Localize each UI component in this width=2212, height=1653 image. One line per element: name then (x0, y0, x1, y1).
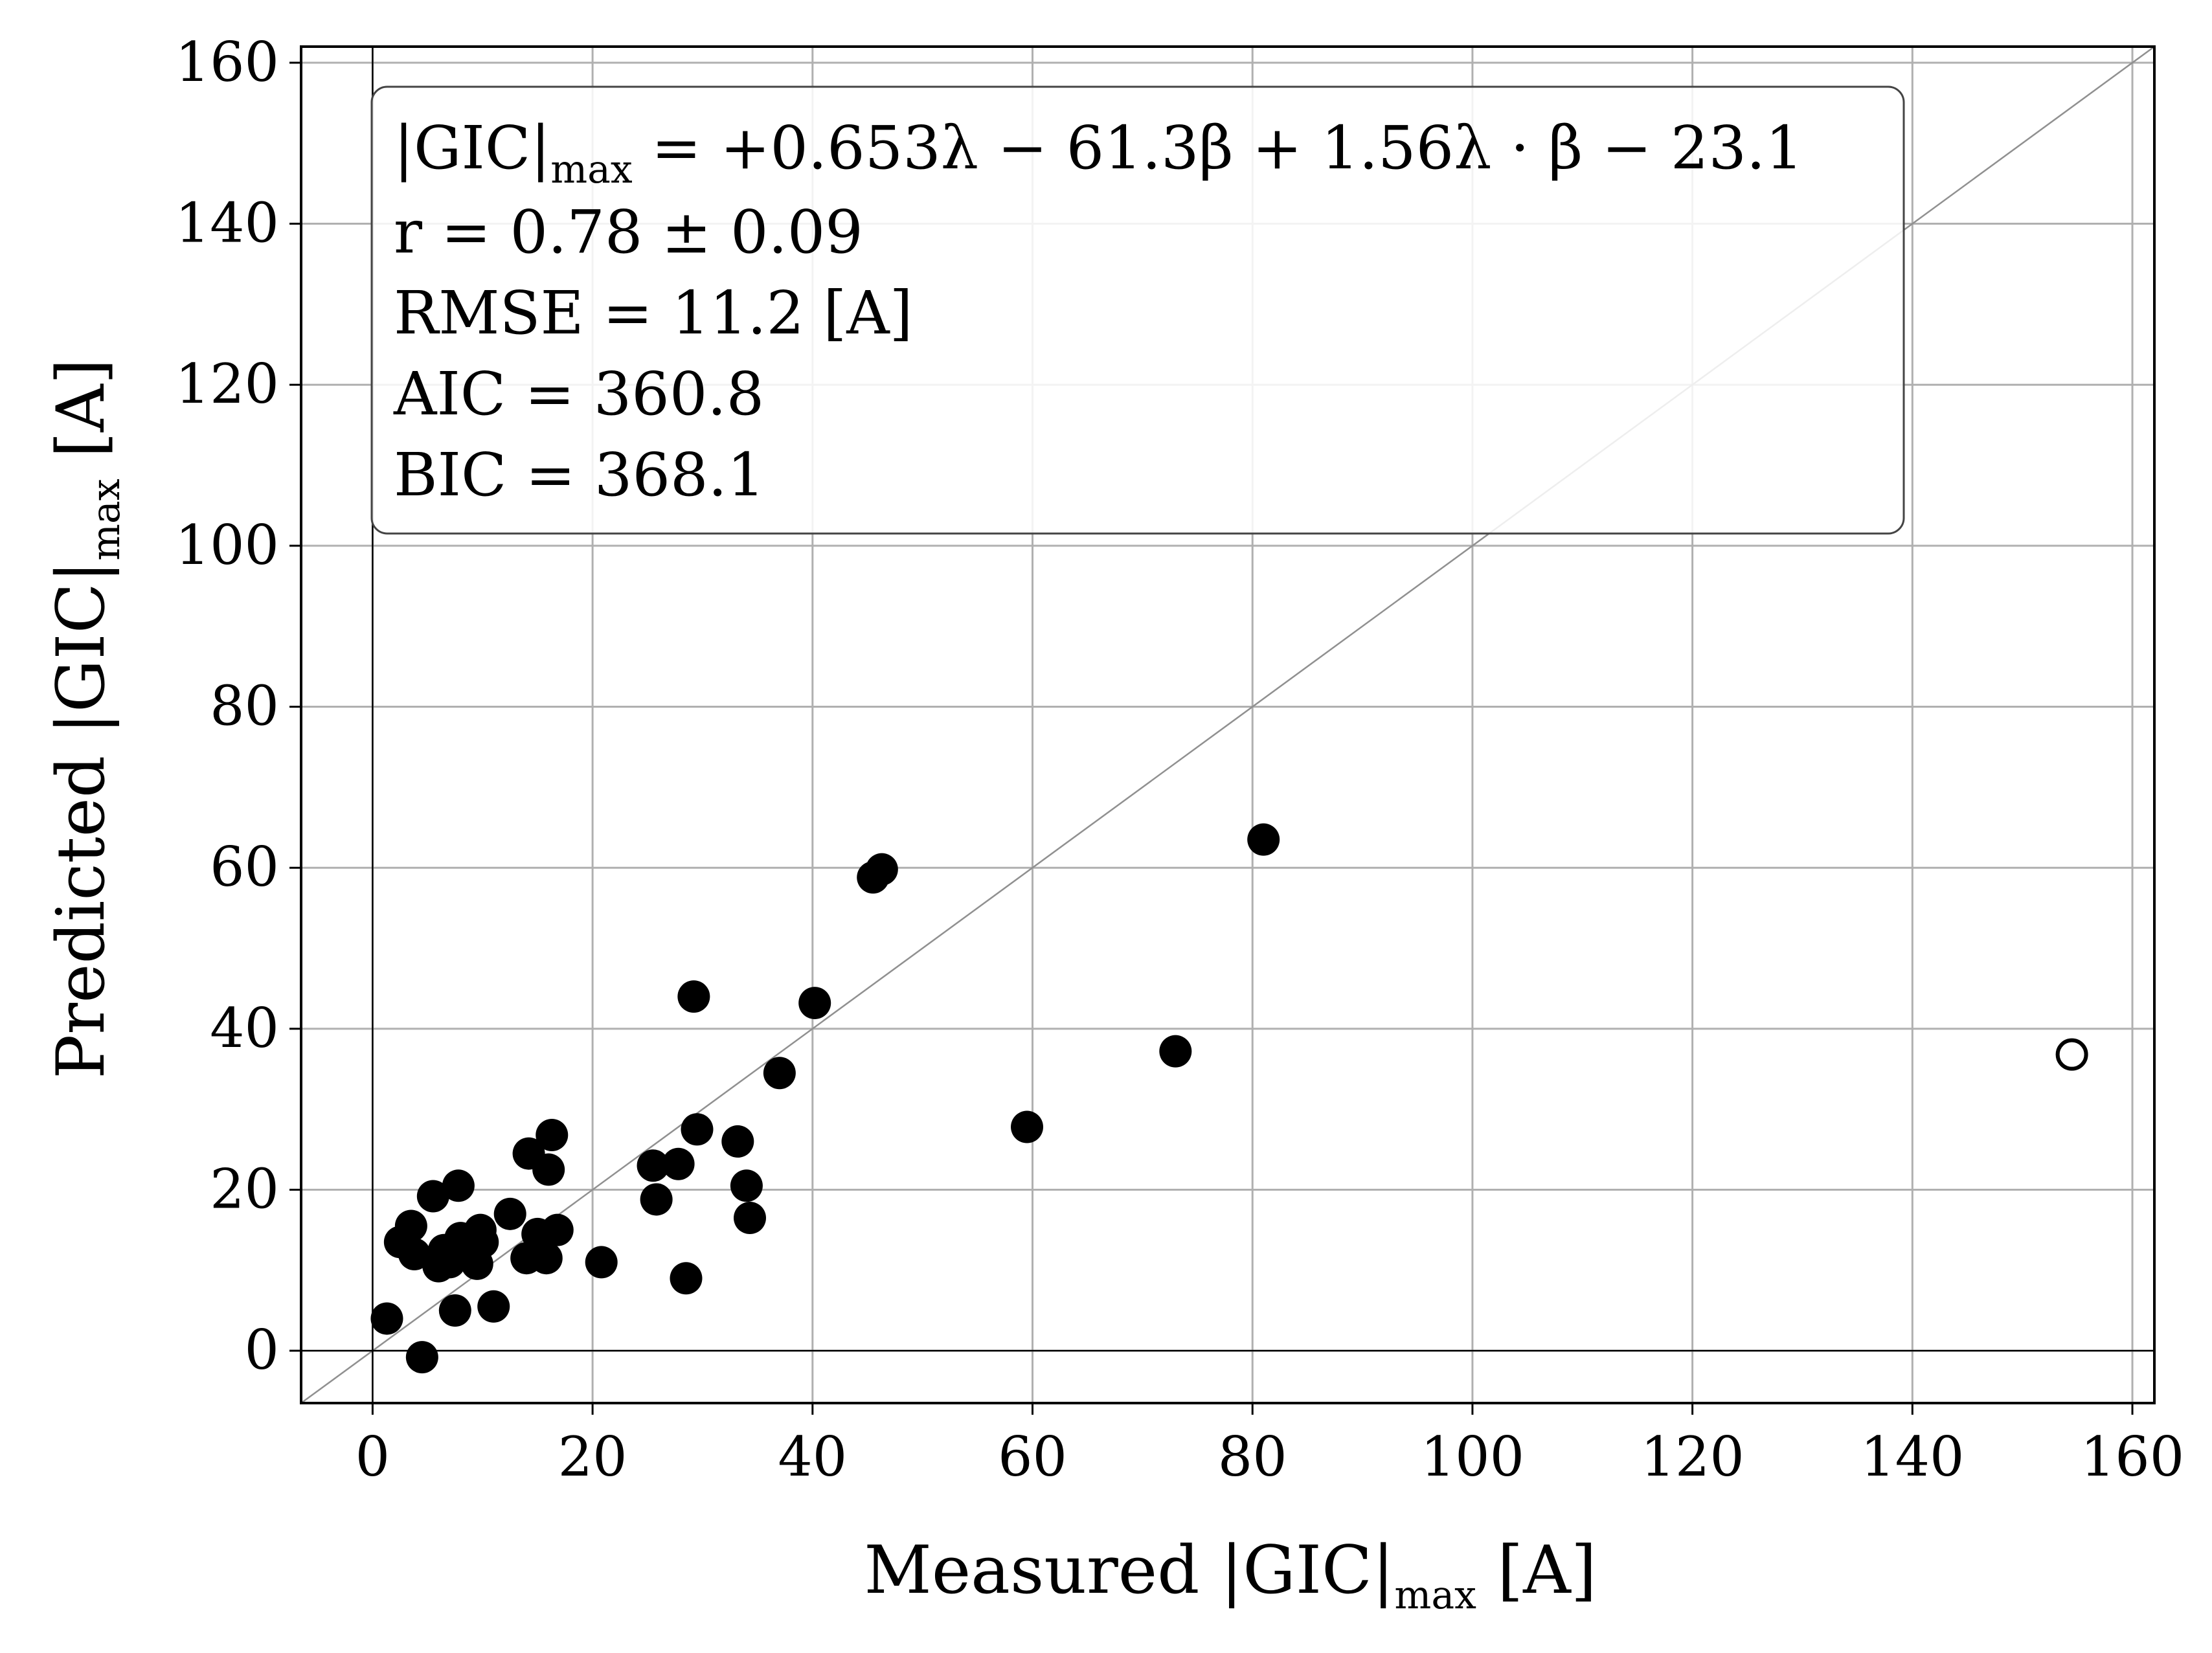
data-point (585, 1246, 618, 1279)
plot-frame (300, 45, 2156, 1404)
formula-rhs: = +0.653λ − 61.3β + 1.56λ · β − 23.1 (633, 113, 1803, 183)
y-tick-label: 100 (175, 513, 279, 577)
x-axis-label-main: Measured |GIC| (864, 1532, 1394, 1609)
data-point (466, 1226, 499, 1259)
annotation-frame (370, 85, 1905, 535)
data-point (721, 1125, 754, 1158)
data-point (493, 1197, 526, 1230)
data-point (670, 1262, 703, 1295)
y-axis-label-unit: [A] (43, 359, 120, 479)
data-point (1011, 1110, 1044, 1143)
data-point (405, 1341, 438, 1374)
x-tick-label: 160 (2081, 1425, 2184, 1489)
y-tick-label: 160 (175, 30, 279, 94)
data-point (681, 1113, 714, 1146)
data-point (398, 1237, 431, 1270)
y-tick-label: 140 (175, 192, 279, 255)
x-tick-label: 100 (1421, 1425, 1524, 1489)
data-point (798, 987, 831, 1020)
x-axis-label-unit: [A] (1476, 1532, 1597, 1609)
x-tick-label: 20 (558, 1425, 627, 1489)
x-tick-label: 0 (356, 1425, 390, 1489)
data-point (416, 1180, 449, 1213)
data-points (370, 823, 2088, 1374)
data-point (394, 1209, 427, 1243)
data-point (370, 1302, 403, 1335)
data-point (677, 980, 710, 1013)
y-tick-label: 120 (175, 352, 279, 416)
x-tick-label: 40 (778, 1425, 847, 1489)
annotation-bic: BIC = 368.1 (394, 440, 765, 510)
annotation-formula: |GIC|max = +0.653λ − 61.3β + 1.56λ · β −… (394, 113, 1803, 192)
data-point (733, 1202, 766, 1235)
x-tick-label: 120 (1640, 1425, 1744, 1489)
data-point (477, 1290, 510, 1323)
annotation-rmse: RMSE = 11.2 [A] (394, 278, 913, 348)
data-point (865, 853, 898, 886)
data-point (730, 1169, 763, 1202)
data-point (1247, 823, 1280, 856)
data-point (637, 1149, 670, 1182)
data-point (640, 1183, 673, 1216)
axis-ticks: 0 20 40 60 80 100 120 140 160 0 20 40 60 80 100 120 140 1… (175, 30, 2185, 1489)
data-point (541, 1213, 574, 1246)
data-point (442, 1169, 475, 1202)
y-axis-label-main: Predicted |GIC| (43, 561, 120, 1079)
data-point (763, 1057, 796, 1090)
annotation-aic: AIC = 360.8 (393, 359, 764, 429)
data-point (662, 1147, 695, 1180)
data-point (532, 1153, 565, 1186)
y-tick-label: 80 (210, 675, 279, 738)
x-tick-label: 60 (998, 1425, 1067, 1489)
y-axis-label-sub: max (84, 478, 129, 561)
x-axis-label-sub: max (1394, 1573, 1476, 1618)
formula-subscript: max (550, 147, 633, 192)
x-tick-label: 80 (1218, 1425, 1287, 1489)
data-point (438, 1294, 471, 1327)
annotation-r: r = 0.78 ± 0.09 (394, 197, 863, 267)
y-tick-label: 20 (210, 1158, 279, 1221)
data-point (530, 1242, 563, 1275)
y-tick-label: 0 (245, 1318, 279, 1382)
formula-lhs: |GIC| (394, 113, 550, 183)
y-tick-label: 40 (210, 996, 279, 1060)
outlier-point (2055, 1038, 2088, 1071)
x-axis-label: Measured |GIC|max [A] (864, 1532, 1596, 1618)
x-tick-label: 140 (1860, 1425, 1964, 1489)
y-tick-label: 60 (210, 835, 279, 899)
y-axis-label: Predicted |GIC|max [A] (43, 359, 129, 1079)
annotation-box: |GIC|max = +0.653λ − 61.3β + 1.56λ · β −… (370, 85, 1905, 535)
data-point (536, 1118, 569, 1151)
data-point (1159, 1035, 1192, 1068)
